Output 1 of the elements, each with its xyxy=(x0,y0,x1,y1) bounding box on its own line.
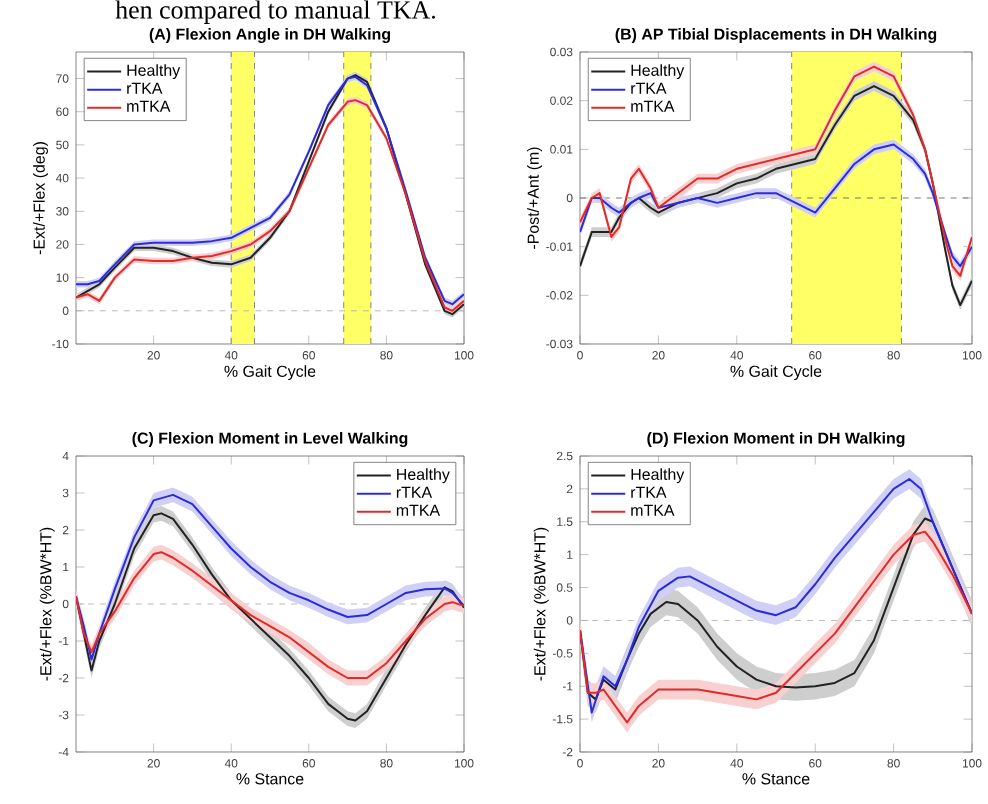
text: hen compared to manual TKA. xyxy=(115,0,436,24)
